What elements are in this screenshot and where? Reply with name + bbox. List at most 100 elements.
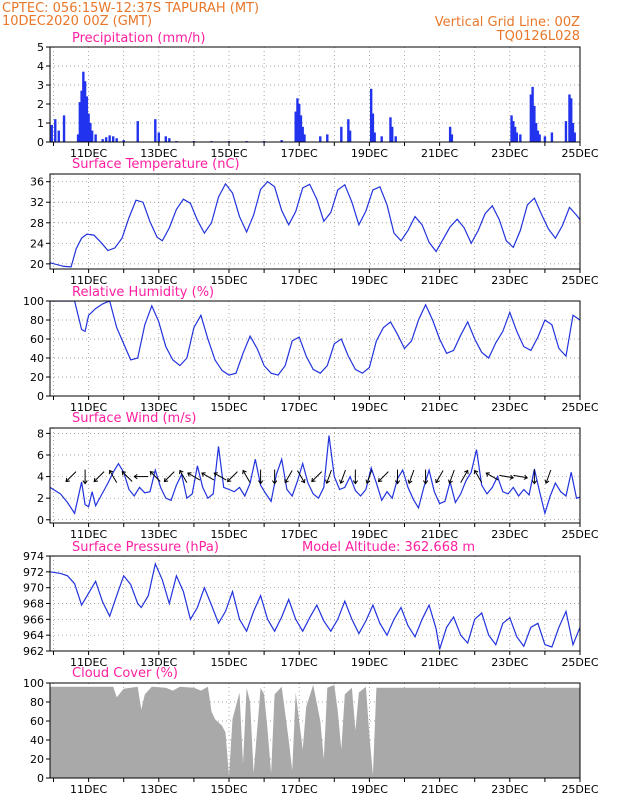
x-tick-label: 13DEC [140, 528, 177, 541]
wind-arrow-head [352, 480, 359, 485]
wind-arrow-head [531, 480, 538, 485]
wind-arrow-head [311, 477, 316, 483]
x-tick-label: 11DEC [70, 528, 107, 541]
x-tick-label: 25DEC [561, 401, 598, 414]
wind-arrow-head [65, 477, 70, 483]
precip-bar [347, 119, 350, 142]
wind-arrow [179, 469, 188, 483]
precip-bar [57, 130, 60, 142]
wind-arrow [108, 469, 118, 483]
precip-bar [90, 130, 94, 142]
x-tick-label: 21DEC [421, 147, 458, 160]
precip-bar [303, 134, 306, 142]
wind-arrow [242, 469, 251, 483]
precip-bar [394, 136, 397, 142]
y-tick-label: 6 [37, 449, 44, 462]
precip-bar [104, 137, 108, 142]
panel-temp: 20 24 28 32 36 11DEC 13DEC 15DEC 17DEC 19DEC 21DEC… [30, 157, 599, 287]
header-station: CPTEC: 056:15W-12:37S TAPURAH (MT) [2, 1, 259, 16]
panel-rh: 0 20 40 60 80 100 11DEC 13DEC 15DEC 17DEC 19DEC 21D… [23, 285, 599, 414]
wind-arrow [394, 469, 401, 485]
precip-bar [122, 140, 125, 142]
panel-pres: 962 964 966 968 970 972 974 11DEC 13DEC 15DEC 17DE… [23, 540, 599, 669]
precip-bar [296, 98, 299, 142]
wind-arrow-shaft [449, 469, 455, 484]
x-tick-label: 11DEC [70, 274, 107, 287]
wind-arrow-head [149, 470, 155, 476]
wind-arrow-head [108, 469, 114, 475]
wind-arrow-shaft [121, 471, 133, 482]
panel-frame [49, 682, 581, 779]
precip-bar [108, 135, 111, 142]
y-tick-label: 3 [37, 79, 44, 92]
y-tick-label: 80 [30, 314, 44, 327]
wind-arrow-shaft [326, 469, 332, 484]
x-tick-label: 15DEC [210, 401, 247, 414]
x-tick-label: 21DEC [421, 401, 458, 414]
precip-bar [564, 121, 568, 142]
wind-arrow [499, 474, 515, 480]
wind-arrow [448, 469, 455, 485]
wind-arrow-head [394, 480, 401, 485]
y-tick-label: 4 [37, 60, 44, 73]
wind-arrow [187, 472, 201, 481]
precip-bar [115, 138, 118, 142]
wind-arrow-head [509, 474, 515, 480]
precip-bar [448, 126, 452, 142]
wind-arrow [365, 469, 373, 485]
wind-arrow [435, 470, 444, 484]
panels: 0 1 2 3 4 5 11DEC 13DEC 15DEC 17DEC 19DEC 21DEC 23DE… [23, 31, 599, 796]
wind-arrow [311, 471, 323, 483]
precip-bar [568, 94, 571, 142]
wind-arrow-head [365, 479, 371, 485]
y-tick-label: 32 [30, 196, 44, 209]
wind-arrow-shaft [513, 474, 528, 479]
panel-title-wind: Surface Wind (m/s) [72, 411, 196, 426]
x-tick-label: 17DEC [281, 783, 318, 796]
wind-arrow-shaft [408, 469, 415, 484]
x-tick-label: 19DEC [351, 528, 388, 541]
x-tick-label: 13DEC [140, 783, 177, 796]
x-tick-label: 15DEC [210, 147, 247, 160]
y-tick-label: 0 [37, 772, 44, 785]
panel-frame [49, 46, 581, 143]
wind-arrow-head [271, 480, 278, 485]
precip-bar [533, 105, 536, 142]
y-tick-label: 40 [30, 352, 44, 365]
wind-arrow [531, 469, 538, 485]
wind-arrow-shaft [485, 472, 499, 481]
x-tick-label: 23DEC [491, 274, 528, 287]
precip-bar [164, 136, 168, 142]
precip-bar [389, 117, 392, 142]
precip-bar [168, 138, 171, 142]
y-tick-label: 36 [30, 176, 44, 189]
panel-title-precip: Precipitation (mm/h) [72, 31, 205, 46]
wind-arrow-head [300, 478, 306, 484]
wind-series-line [50, 435, 580, 516]
x-tick-label: 25DEC [561, 147, 598, 160]
precip-bar [319, 136, 322, 142]
wind-arrow-shaft [499, 474, 514, 479]
wind-arrow-head [407, 479, 413, 485]
wind-arrow [422, 469, 429, 485]
wind-arrow-head [448, 479, 453, 485]
wind-arrow-head [523, 474, 529, 480]
x-tick-label: 13DEC [140, 147, 177, 160]
wind-arrow-head [257, 480, 264, 485]
wind-arrow-head [473, 469, 479, 475]
y-tick-label: 966 [23, 613, 44, 626]
precip-bar [348, 130, 352, 142]
wind-arrow [297, 470, 306, 484]
panel-title-rh: Relative Humidity (%) [72, 285, 214, 300]
model-altitude-label: Model Altitude: 362.668 m [302, 540, 475, 555]
wind-arrow [325, 469, 332, 485]
x-tick-label: 11DEC [70, 401, 107, 414]
precip-bar [50, 124, 53, 142]
wind-arrow [284, 470, 293, 484]
x-tick-label: 23DEC [491, 656, 528, 669]
header-grid-note: Vertical Grid Line: 00Z [435, 15, 580, 30]
y-tick-label: 972 [23, 566, 44, 579]
precip-bar [369, 88, 373, 142]
wind-arrow [473, 469, 483, 483]
y-tick-label: 60 [30, 333, 44, 346]
